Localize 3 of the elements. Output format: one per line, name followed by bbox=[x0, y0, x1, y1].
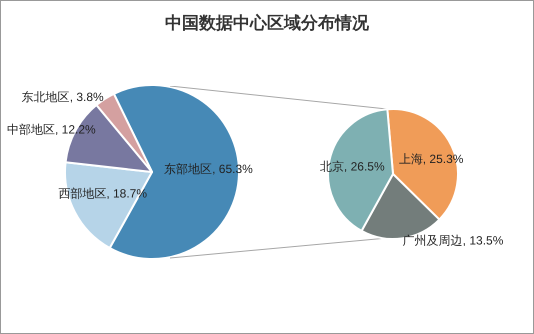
chart-title: 中国数据中心区域分布情况 bbox=[165, 14, 370, 34]
slice-label: 广州及周边, 13.5% bbox=[402, 233, 504, 248]
slice-label: 东北地区, 3.8% bbox=[22, 90, 104, 104]
